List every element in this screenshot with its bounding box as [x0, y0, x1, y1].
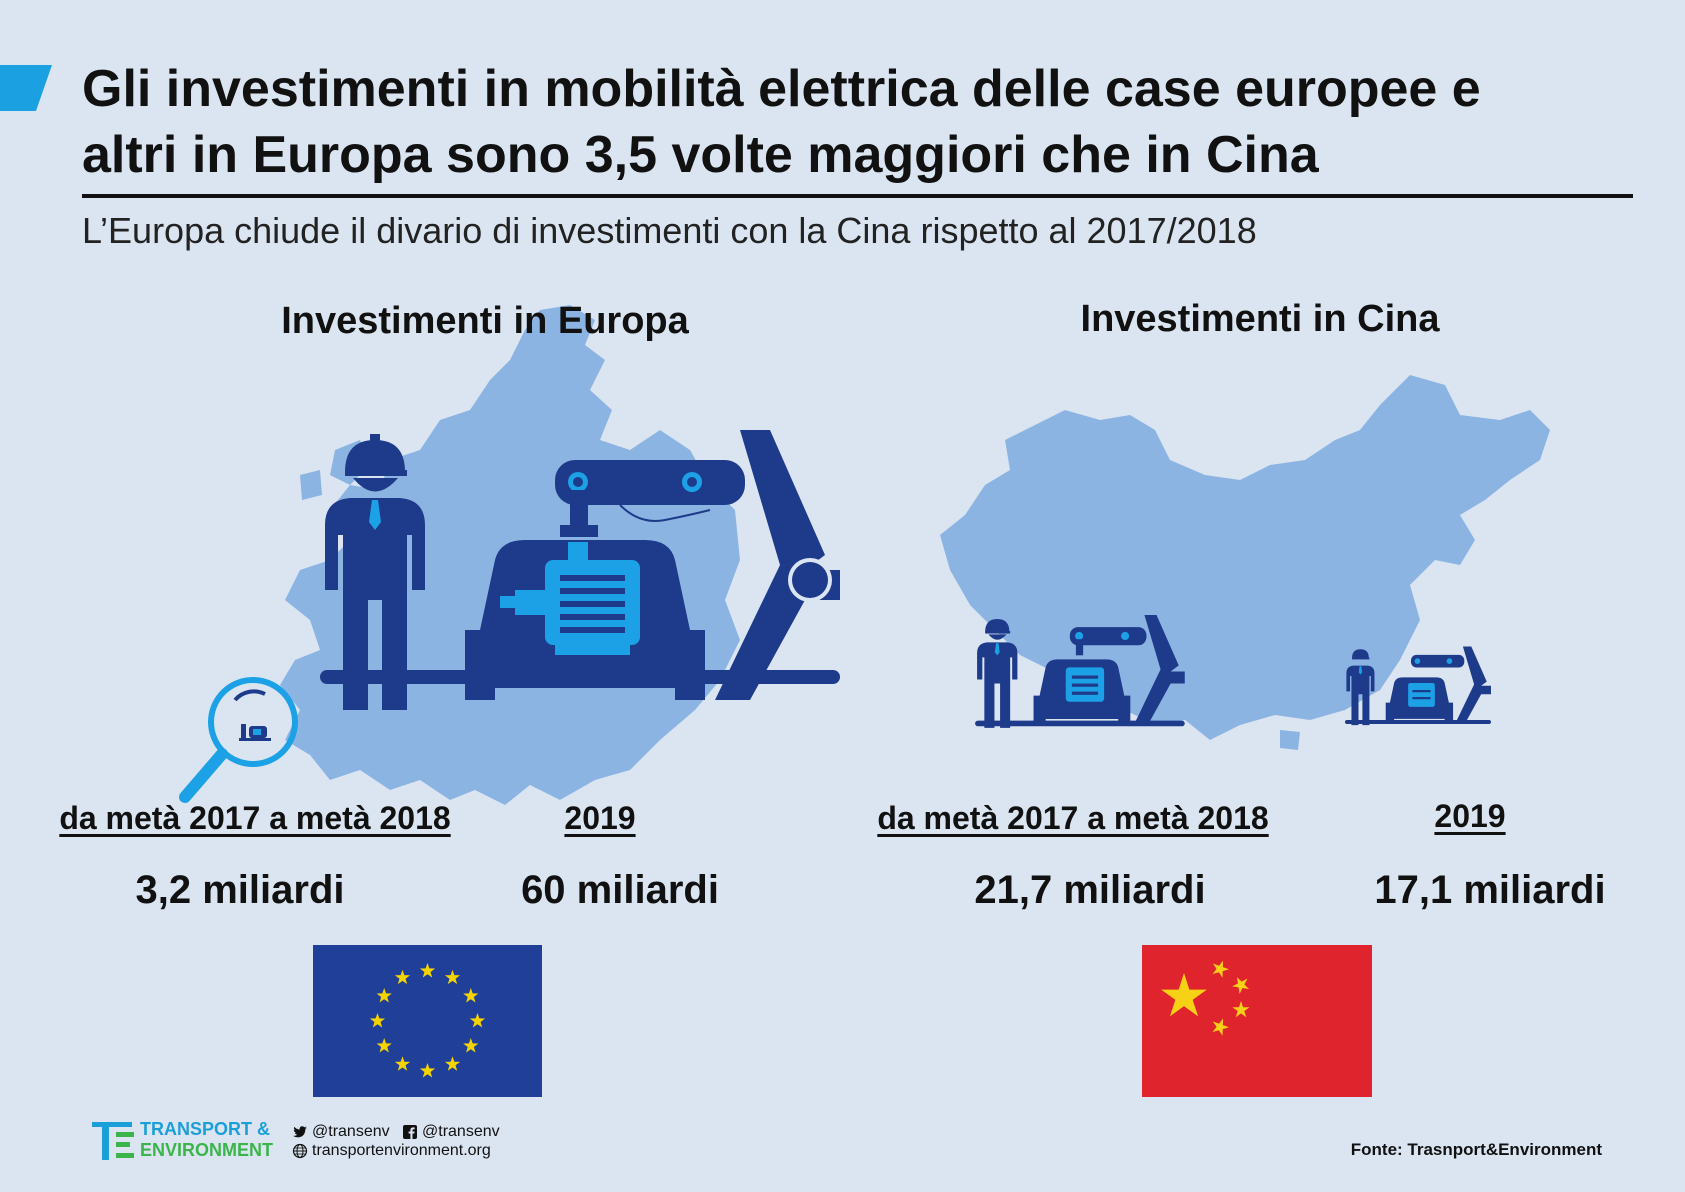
china-flag-star	[1232, 1001, 1250, 1018]
europe-amount-2019: 60 miliardi	[521, 868, 719, 912]
eu-flag-star	[369, 1013, 386, 1028]
facebook-handle-text: @transenv	[422, 1123, 500, 1140]
globe-icon	[292, 1143, 308, 1159]
twitter-handle[interactable]: @transenv	[292, 1123, 390, 1141]
factory-robot-icon	[1345, 646, 1491, 726]
china-flag-star	[1212, 1018, 1229, 1036]
china-period-label-2017-2018: da metà 2017 a metà 2018	[877, 800, 1269, 836]
europe-section-title: Investimenti in Europa	[281, 300, 689, 342]
page-subtitle: L’Europa chiude il divario di investimen…	[82, 210, 1257, 251]
facebook-icon	[403, 1125, 417, 1139]
twitter-handle-text: @transenv	[312, 1123, 390, 1140]
website-text: transportenvironment.org	[312, 1142, 491, 1159]
page-title-line-1: Gli investimenti in mobilità elettrica d…	[82, 60, 1481, 118]
china-period-label-2019: 2019	[1434, 798, 1506, 834]
website-link[interactable]: transportenvironment.org	[292, 1142, 491, 1160]
eu-flag-icon	[313, 945, 542, 1097]
china-flag-icon	[1142, 945, 1372, 1097]
worker-icon	[325, 434, 425, 710]
map-china-icon	[940, 375, 1550, 750]
source-note: Fonte: Trasnport&Environment	[1350, 1140, 1602, 1159]
transport-environment-logo-icon	[92, 1122, 134, 1160]
factory-robot-icon	[320, 430, 840, 710]
eu-flag-star	[394, 1056, 411, 1071]
eu-flag-star	[376, 988, 392, 1003]
eu-flag-star	[376, 1038, 392, 1053]
europe-amount-2017-2018: 3,2 miliardi	[135, 868, 345, 912]
page-title-line-2: altri in Europa sono 3,5 volte maggiori …	[82, 126, 1319, 184]
eu-flag-star	[419, 1063, 436, 1078]
europe-period-label-2019: 2019	[564, 800, 636, 836]
china-flag-star	[1212, 960, 1229, 978]
china-flag-star	[1232, 976, 1250, 994]
eu-flag-star	[463, 988, 479, 1003]
eu-flag-star	[444, 969, 461, 985]
china-flag-star	[1161, 973, 1207, 1017]
eu-flag-star	[469, 1013, 486, 1028]
twitter-icon	[293, 1126, 307, 1138]
facebook-handle[interactable]: @transenv	[402, 1123, 500, 1141]
china-section-title: Investimenti in Cina	[1080, 298, 1440, 340]
factory-robot-icon	[975, 615, 1185, 728]
europe-period-label-2017-2018: da metà 2017 a metà 2018	[59, 800, 451, 836]
logo-text-environment: ENVIRONMENT	[140, 1140, 274, 1160]
eu-flag-star	[463, 1038, 479, 1053]
logo-text-transport: TRANSPORT &	[140, 1119, 270, 1139]
title-divider	[82, 194, 1633, 198]
china-amount-2019: 17,1 miliardi	[1374, 868, 1606, 912]
page-title: Gli investimenti in mobilità elettrica d…	[82, 56, 1622, 188]
eu-flag-star	[419, 963, 436, 978]
eu-flag-star	[394, 969, 411, 985]
corner-accent-shape	[0, 65, 52, 111]
magnifier-icon	[179, 677, 298, 803]
china-amount-2017-2018: 21,7 miliardi	[974, 868, 1206, 912]
eu-flag-star	[444, 1056, 461, 1071]
